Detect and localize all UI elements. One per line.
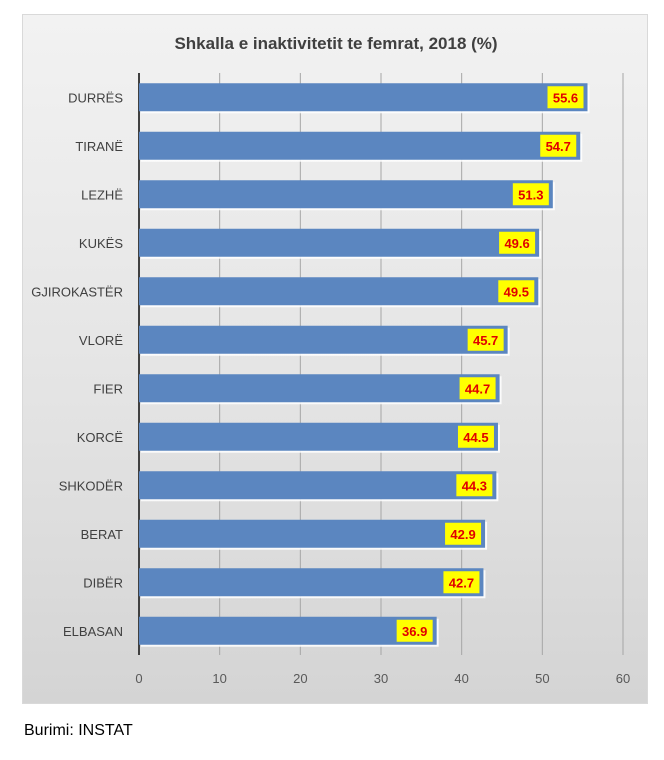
data-label: 36.9: [402, 624, 427, 639]
data-label: 55.6: [553, 90, 578, 105]
data-label: 54.7: [546, 139, 571, 154]
data-label: 44.7: [465, 381, 490, 396]
bar: [139, 325, 508, 354]
bar: [139, 83, 588, 112]
chart-area: Shkalla e inaktivitetit te femrat, 2018 …: [22, 14, 648, 704]
bar-chart: Shkalla e inaktivitetit te femrat, 2018 …: [31, 34, 630, 686]
category-label: FIER: [93, 381, 123, 396]
data-labels: 55.6 54.7 51.3 49.6 49.5 45.7 44.7 44.5 44.3 42.9…: [396, 86, 584, 642]
bar: [139, 131, 581, 160]
bar: [139, 471, 497, 500]
data-label-box: [499, 231, 536, 254]
bar: [139, 228, 540, 257]
category-label: KORCË: [77, 430, 124, 445]
category-label: ELBASAN: [63, 624, 123, 639]
bar: [139, 519, 486, 548]
category-label: DIBËR: [83, 575, 123, 590]
data-label: 45.7: [473, 333, 498, 348]
data-label: 49.6: [504, 236, 529, 251]
data-label: 44.3: [462, 478, 487, 493]
bar: [139, 422, 498, 451]
data-label: 42.7: [449, 575, 474, 590]
category-label: GJIROKASTËR: [31, 284, 123, 299]
category-label: BERAT: [81, 527, 123, 542]
category-label: DURRËS: [68, 90, 123, 105]
bar: [139, 277, 539, 306]
gridlines: [138, 73, 624, 655]
category-label: TIRANË: [75, 139, 123, 154]
bar: [139, 568, 484, 597]
data-label-box: [467, 328, 504, 351]
data-label: 49.5: [504, 284, 529, 299]
category-label: VLORË: [79, 333, 123, 348]
x-axis-ticks: 0 10 20 30 40 50 60: [135, 671, 630, 686]
data-label: 44.5: [463, 430, 488, 445]
data-label-box: [547, 86, 584, 109]
category-labels: DURRËS TIRANË LEZHË KUKËS GJIROKASTËR VLORË FI…: [31, 90, 123, 639]
data-label-box: [540, 134, 577, 157]
data-label-box: [443, 571, 480, 594]
x-tick-label: 60: [616, 671, 630, 686]
bar: [139, 616, 437, 645]
data-label-box: [396, 619, 433, 642]
x-tick-label: 30: [374, 671, 388, 686]
data-label-box: [445, 522, 482, 545]
x-tick-label: 40: [454, 671, 468, 686]
bar: [139, 180, 553, 209]
x-tick-label: 0: [135, 671, 142, 686]
data-label-box: [457, 425, 494, 448]
x-tick-label: 10: [212, 671, 226, 686]
data-label: 51.3: [518, 187, 543, 202]
source-note: Burimi: INSTAT: [24, 722, 133, 739]
data-label: 42.9: [450, 527, 475, 542]
data-label-box: [459, 377, 496, 400]
bar: [139, 374, 500, 403]
data-label-box: [456, 474, 493, 497]
data-label-box: [498, 280, 535, 303]
bars: [139, 83, 590, 647]
category-label: SHKODËR: [59, 478, 123, 493]
category-label: LEZHË: [81, 187, 123, 202]
x-tick-label: 20: [293, 671, 307, 686]
x-tick-label: 50: [535, 671, 549, 686]
category-label: KUKËS: [79, 236, 123, 251]
data-label-box: [512, 183, 549, 206]
chart-title: Shkalla e inaktivitetit te femrat, 2018 …: [174, 34, 497, 53]
